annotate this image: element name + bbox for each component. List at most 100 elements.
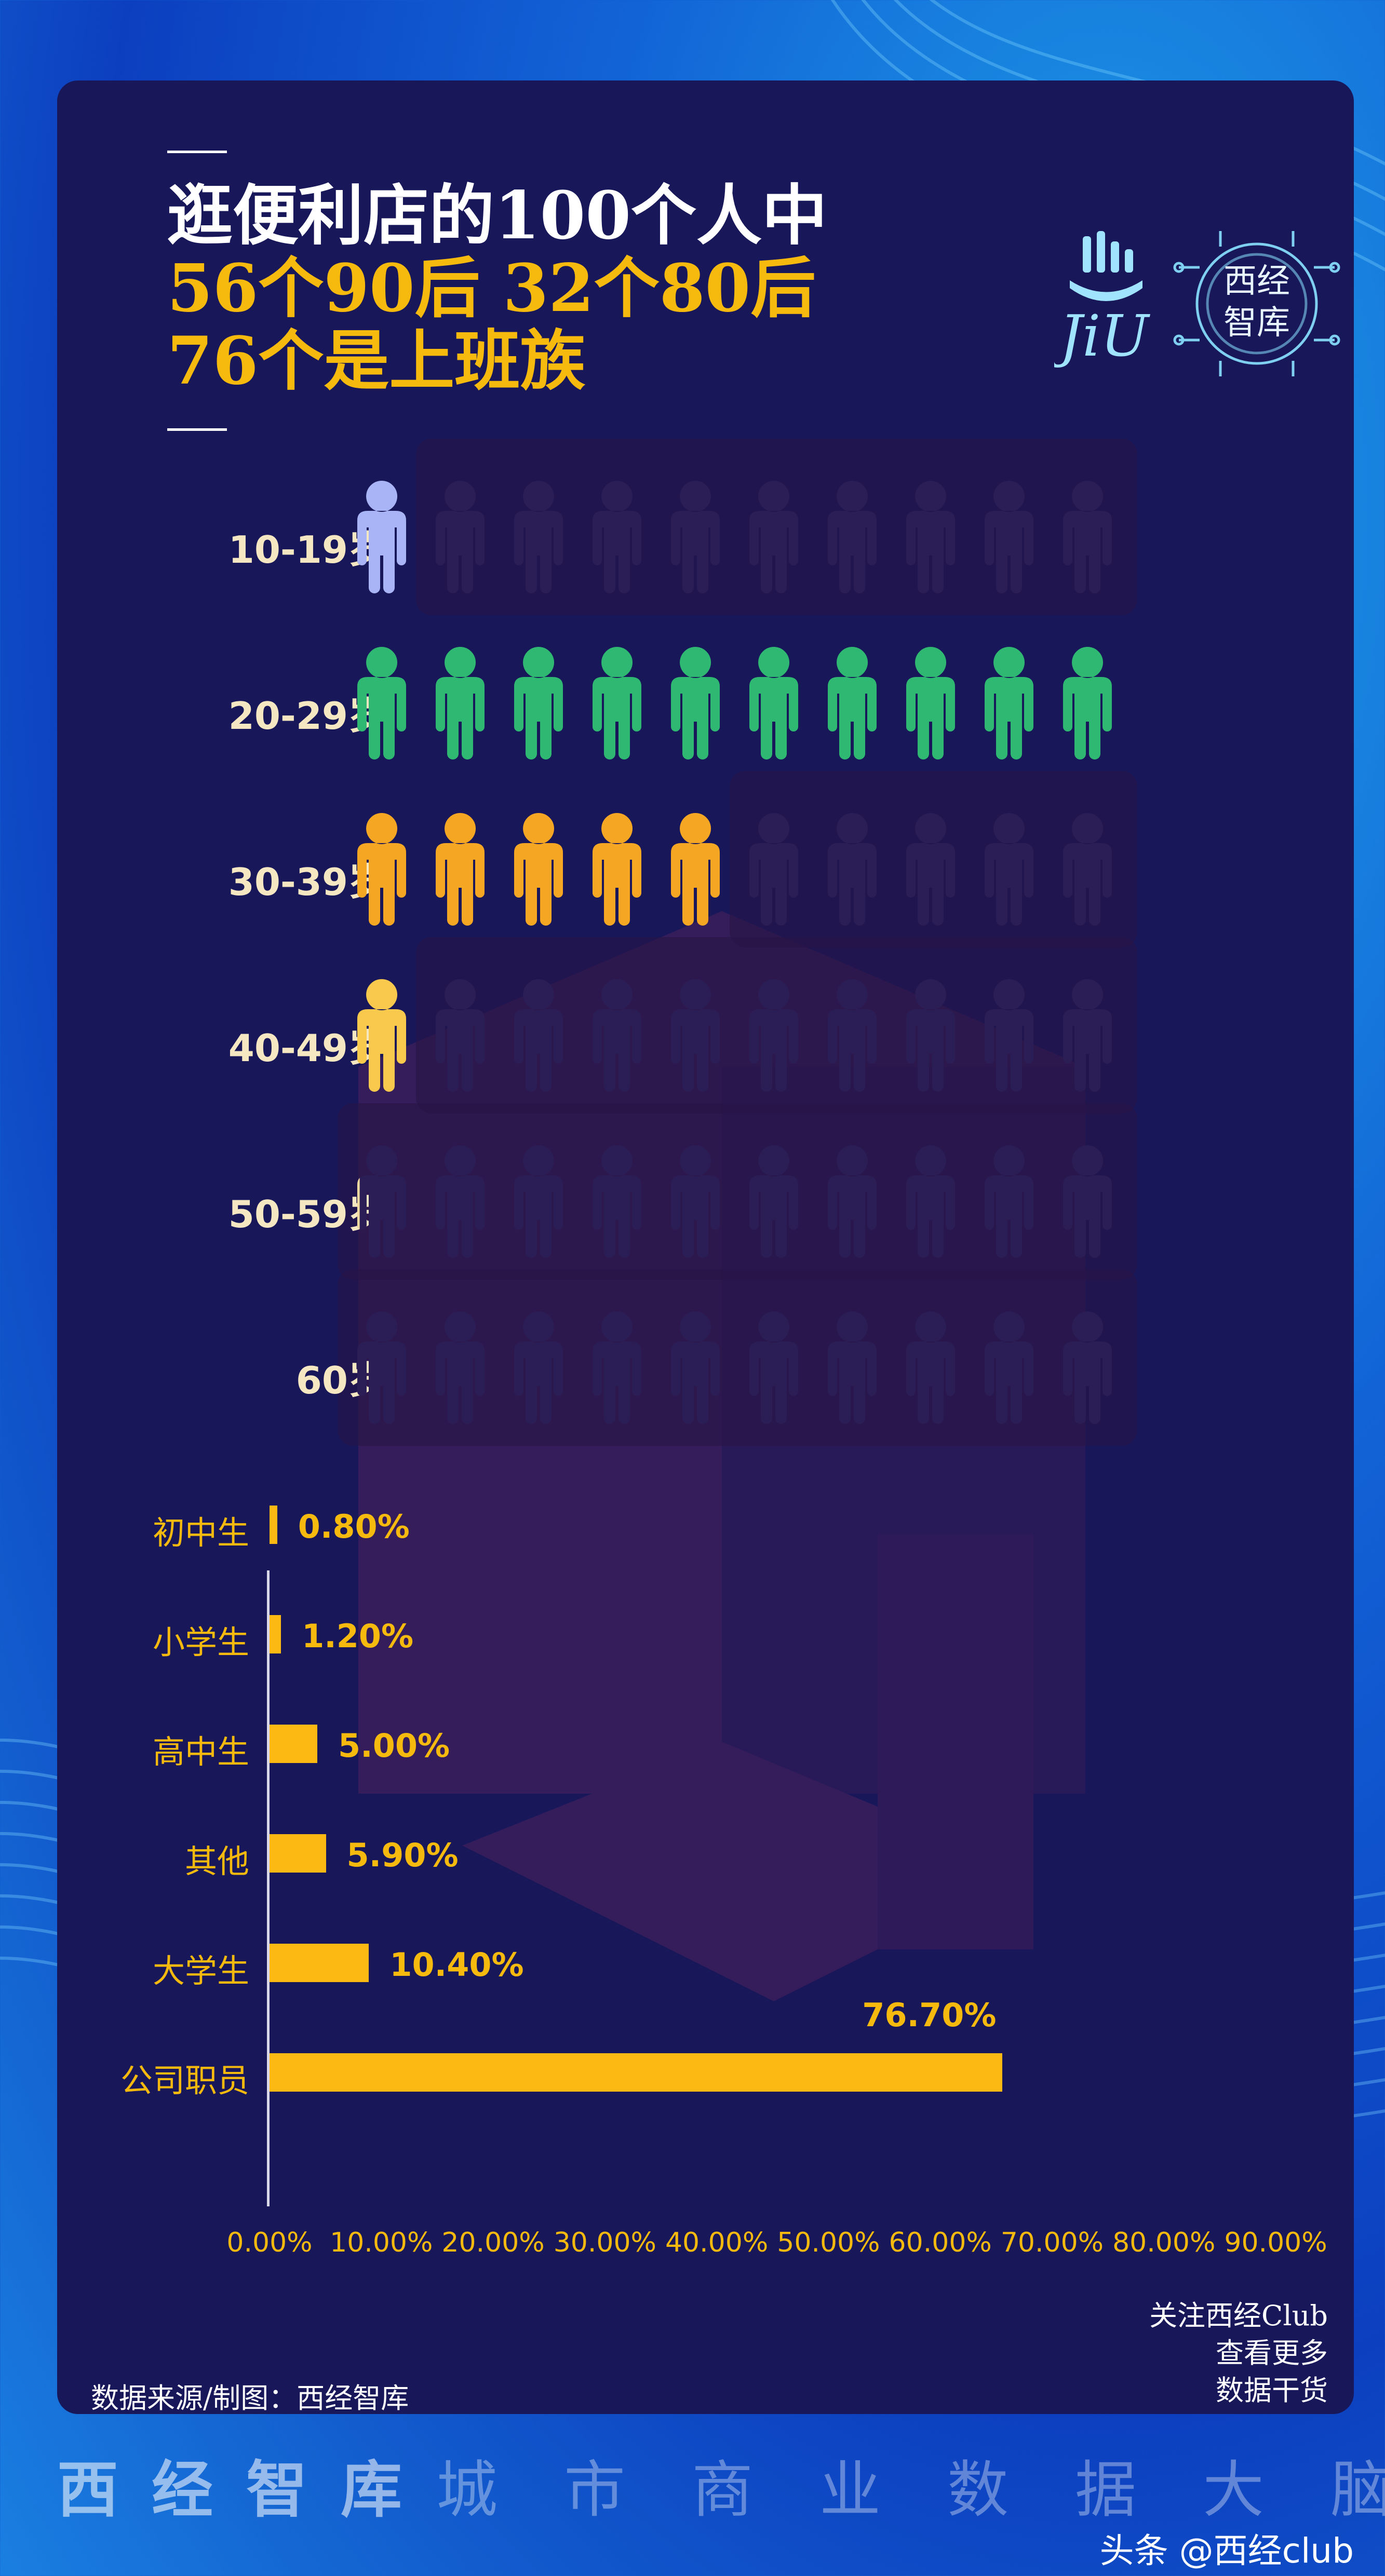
card-panel: 逛便利店的100个人中 56个90后 32个80后 76个是上班族 JiU 西经… xyxy=(57,80,1354,2414)
person-icon-filled xyxy=(357,481,406,593)
title-line-1: 逛便利店的100个人中 xyxy=(167,177,828,254)
person-icon xyxy=(514,1145,563,1258)
person-icon xyxy=(906,1145,955,1258)
person-icon xyxy=(514,481,563,593)
age-row: 50-59岁 xyxy=(57,1103,1354,1282)
bar-axis-line xyxy=(267,1570,270,2206)
person-icon-filled xyxy=(671,813,720,926)
person-icon xyxy=(749,813,798,926)
bar-value-label: 5.90% xyxy=(346,1836,459,1874)
person-icon-filled xyxy=(357,979,406,1092)
person-icon-filled xyxy=(357,647,406,760)
bar-category-label: 小学生 xyxy=(152,1623,249,1661)
follow-line-1: 关注西经Club xyxy=(1149,2299,1328,2332)
person-icon xyxy=(906,979,955,1092)
footer-slogan: 城市商业数据大脑 xyxy=(436,2454,1385,2526)
bar xyxy=(270,1834,326,1873)
bar xyxy=(270,1615,281,1653)
person-icon xyxy=(828,481,877,593)
person-icon-filled xyxy=(357,813,406,926)
age-row: 10-19岁 xyxy=(57,439,1354,618)
footer-brand: 西经智库 xyxy=(57,2453,436,2526)
x-tick-label: 90.00% xyxy=(1224,2227,1327,2258)
person-icon-filled xyxy=(357,1177,360,1229)
person-icon-filled xyxy=(985,647,1033,760)
person-icon-filled xyxy=(906,647,955,760)
x-tick-label: 50.00% xyxy=(777,2227,880,2258)
person-icon-filled xyxy=(514,647,563,760)
bar-category-label: 公司职员 xyxy=(120,2062,249,2099)
bar xyxy=(270,1944,369,1982)
x-tick-label: 30.00% xyxy=(553,2227,656,2258)
person-icon-filled xyxy=(514,813,563,926)
person-icon xyxy=(906,481,955,593)
bar-category-label: 高中生 xyxy=(152,1733,249,1771)
x-tick-label: 0.00% xyxy=(226,2227,313,2258)
x-tick-label: 70.00% xyxy=(1000,2227,1104,2258)
person-icon xyxy=(828,1145,877,1258)
age-row-icons xyxy=(357,1311,1112,1424)
person-icon xyxy=(357,1145,406,1258)
age-row: 20-29岁 xyxy=(57,628,1354,784)
age-row-icons xyxy=(357,813,1112,926)
person-icon xyxy=(671,979,720,1092)
bar-value-label: 76.70% xyxy=(862,1996,997,2034)
source-credit: 数据来源/制图：西经智库 xyxy=(91,2382,409,2414)
bar-category-label: 初中生 xyxy=(152,1514,249,1552)
person-icon xyxy=(985,813,1033,926)
person-icon xyxy=(985,1145,1033,1258)
title-rule-top xyxy=(167,151,227,153)
age-row-icons xyxy=(357,481,1112,593)
person-icon xyxy=(1063,1145,1112,1258)
x-tick-label: 80.00% xyxy=(1112,2227,1216,2258)
age-row: 40-49岁 xyxy=(57,937,1354,1116)
bar xyxy=(270,2053,1003,2092)
bar-category-label: 大学生 xyxy=(152,1952,249,1990)
person-icon xyxy=(514,979,563,1092)
person-icon xyxy=(593,481,641,593)
x-tick-label: 20.00% xyxy=(441,2227,545,2258)
person-icon xyxy=(436,979,485,1092)
person-icon-filled xyxy=(436,813,485,926)
person-icon xyxy=(1063,481,1112,593)
person-icon xyxy=(985,1311,1033,1424)
person-icon xyxy=(671,1145,720,1258)
person-icon-filled xyxy=(749,647,798,760)
person-icon xyxy=(514,1311,563,1424)
person-icon xyxy=(749,1145,798,1258)
person-icon xyxy=(749,481,798,593)
person-icon xyxy=(985,481,1033,593)
person-icon-filled xyxy=(593,813,641,926)
person-icon xyxy=(671,481,720,593)
age-row-icons xyxy=(357,1145,1112,1258)
bar xyxy=(270,1506,277,1544)
person-icon xyxy=(749,979,798,1092)
person-icon xyxy=(593,979,641,1092)
person-icon xyxy=(436,1145,485,1258)
follow-line-3: 数据干货 xyxy=(1216,2374,1328,2407)
person-icon xyxy=(593,1311,641,1424)
x-tick-label: 10.00% xyxy=(330,2227,433,2258)
x-tick-label: 40.00% xyxy=(665,2227,769,2258)
person-icon-filled xyxy=(593,647,641,760)
bar-value-label: 10.40% xyxy=(389,1946,524,1984)
bar xyxy=(270,1725,317,1763)
person-icon xyxy=(906,813,955,926)
bar-category-label: 其他 xyxy=(184,1842,249,1880)
person-icon xyxy=(985,979,1033,1092)
toutiao-watermark: 头条 @西经club xyxy=(1099,2531,1354,2571)
person-icon-filled xyxy=(1063,647,1112,760)
seal-text-2: 智库 xyxy=(1223,304,1290,342)
person-icon xyxy=(828,813,877,926)
bar-value-label: 0.80% xyxy=(298,1508,410,1545)
age-row: 60岁 xyxy=(57,1269,1354,1448)
follow-line-2: 查看更多 xyxy=(1216,2337,1328,2369)
person-icon xyxy=(749,1311,798,1424)
bar-value-label: 5.00% xyxy=(338,1727,450,1765)
person-icon xyxy=(671,1311,720,1424)
title-line-3: 76个是上班族 xyxy=(167,322,586,399)
title-rule-bottom xyxy=(167,428,227,431)
person-icon xyxy=(436,1311,485,1424)
jiu-logo-text: JiU xyxy=(1054,303,1150,369)
xijing-seal-icon xyxy=(1173,231,1340,376)
